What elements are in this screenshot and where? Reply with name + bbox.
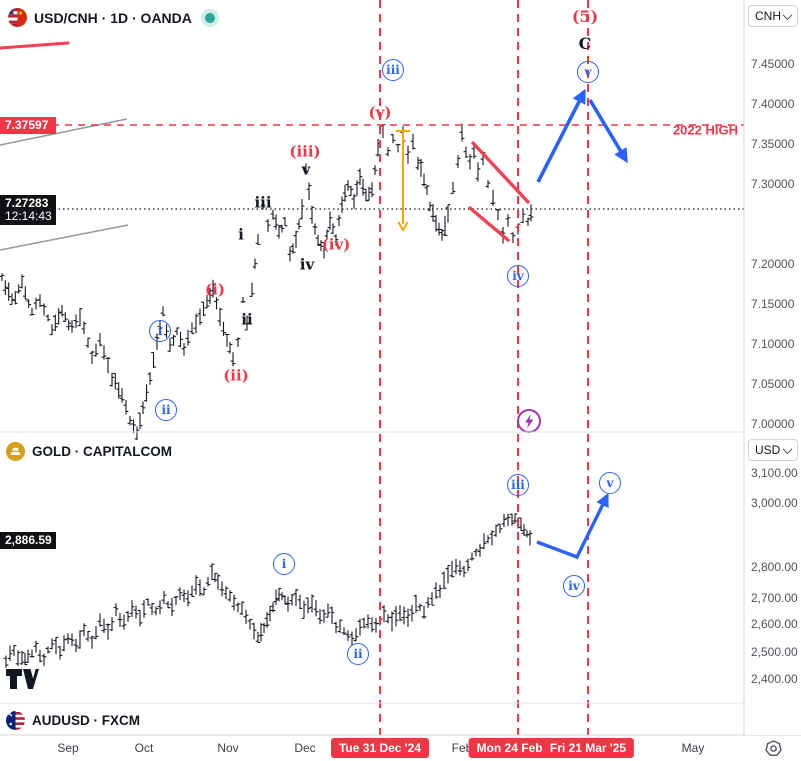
wave-label[interactable]: v xyxy=(301,160,311,179)
time-tick-label: Feb xyxy=(451,741,473,755)
wave-label-circled[interactable]: iv xyxy=(507,265,529,287)
price-tick-label: 7.40000 xyxy=(751,97,795,111)
wave-label[interactable]: iv xyxy=(299,255,315,274)
market-status-dot xyxy=(204,12,215,23)
scale-settings-button[interactable] xyxy=(745,736,801,761)
wave-label-circled[interactable]: i xyxy=(149,320,171,342)
highlighted-date-label: Tue 31 Dec '24 xyxy=(330,738,430,758)
tradingview-logo[interactable] xyxy=(5,667,39,702)
time-axis[interactable]: Sep Oct Nov Dec Feb May Tue 31 Dec '24 Mon 24 F… xyxy=(0,736,801,761)
currency-value: CNH xyxy=(755,9,781,23)
gear-icon xyxy=(764,740,782,757)
wave-label[interactable]: (ii) xyxy=(223,366,249,385)
wave-label-circled[interactable]: i xyxy=(273,553,295,575)
countdown-timer: 12:14:43 xyxy=(5,209,52,223)
price-tick-label: 7.00000 xyxy=(751,417,795,431)
price-tick-label: 2,700.00 xyxy=(751,591,798,605)
chevron-down-icon xyxy=(782,443,793,454)
chevron-down-icon xyxy=(782,9,793,20)
wave-label-circled[interactable]: v xyxy=(599,472,621,494)
currency-value: USD xyxy=(755,443,781,457)
wave-label-circled[interactable]: ii xyxy=(347,643,369,665)
wave-label[interactable]: ii xyxy=(241,310,253,329)
wave-label-circled[interactable]: ii xyxy=(155,399,177,421)
price-tick-label: 2,600.00 xyxy=(751,617,798,631)
time-tick-label: Sep xyxy=(57,741,79,755)
symbol-legend-audusd[interactable]: AUDUSD · FXCM xyxy=(6,711,140,730)
wave-label[interactable]: (i) xyxy=(205,280,225,299)
wave-label-circled[interactable]: v xyxy=(577,61,599,83)
last-price-label-usdcnh: 7.27283 12:14:43 xyxy=(0,195,56,225)
projection-arrow[interactable] xyxy=(588,99,628,164)
wave-label[interactable]: (iii) xyxy=(289,142,321,161)
wave-label-circled[interactable]: iii xyxy=(507,474,529,496)
symbol-legend-gold[interactable]: GOLD · CAPITALCOM xyxy=(6,442,172,461)
wave-label[interactable]: iii xyxy=(254,193,272,212)
wave-label-circled[interactable]: iii xyxy=(382,59,404,81)
price-tick-label: 2,800.00 xyxy=(751,560,798,574)
highlighted-date-label: Mon 24 Feb '2 xyxy=(468,738,564,758)
wave-label[interactable]: (5) xyxy=(571,7,599,26)
price-scale[interactable]: 7.45000 7.40000 7.35000 7.30000 7.20000 7.150… xyxy=(745,0,801,735)
price-label-2022-high: 7.37597 xyxy=(0,117,56,134)
time-tick-label: May xyxy=(681,741,705,755)
price-tick-label: 7.15000 xyxy=(751,297,795,311)
price-tick-label: 7.05000 xyxy=(751,377,795,391)
symbol-title: GOLD · CAPITALCOM xyxy=(32,444,172,459)
price-tick-label: 7.20000 xyxy=(751,257,795,271)
usdcnh-flag-icon xyxy=(8,8,27,27)
wave-label[interactable]: (v) xyxy=(368,103,392,122)
time-tick-label: Nov xyxy=(217,741,239,755)
symbol-legend-usdcnh[interactable]: USD/CNH · 1D · OANDA xyxy=(8,8,215,27)
wave-label[interactable]: (iv) xyxy=(321,235,351,254)
time-tick-label: Dec xyxy=(294,741,316,755)
wave-label[interactable]: i xyxy=(238,225,244,244)
level-annotation-2022-high[interactable]: 2022 HIGH xyxy=(672,122,738,138)
price-tick-label: 7.45000 xyxy=(751,57,795,71)
price-tick-label: 7.35000 xyxy=(751,137,795,151)
wave-label[interactable]: C xyxy=(578,34,592,53)
price-tick-label: 7.30000 xyxy=(751,177,795,191)
currency-selector-usd[interactable]: USD xyxy=(748,439,798,461)
last-price-label-gold: 2,886.59 xyxy=(0,532,56,549)
highlighted-date-label: Fri 21 Mar '25 xyxy=(541,738,635,758)
wave-label-circled[interactable]: iv xyxy=(563,575,585,597)
time-tick-label: Oct xyxy=(134,741,154,755)
currency-selector-cnh[interactable]: CNH xyxy=(748,5,798,27)
price-tick-label: 3,000.00 xyxy=(751,496,798,510)
price-tick-label: 2,500.00 xyxy=(751,645,798,659)
projection-arrow[interactable] xyxy=(536,88,586,183)
projection-arrow[interactable] xyxy=(536,492,609,560)
gold-icon xyxy=(6,442,25,461)
price-tick-label: 2,400.00 xyxy=(751,672,798,686)
price-tick-label: 7.10000 xyxy=(751,337,795,351)
symbol-title: USD/CNH · 1D · OANDA xyxy=(34,9,192,26)
symbol-title: AUDUSD · FXCM xyxy=(32,713,140,728)
audusd-flag-icon xyxy=(6,711,25,730)
price-tick-label: 3,100.00 xyxy=(751,466,798,480)
